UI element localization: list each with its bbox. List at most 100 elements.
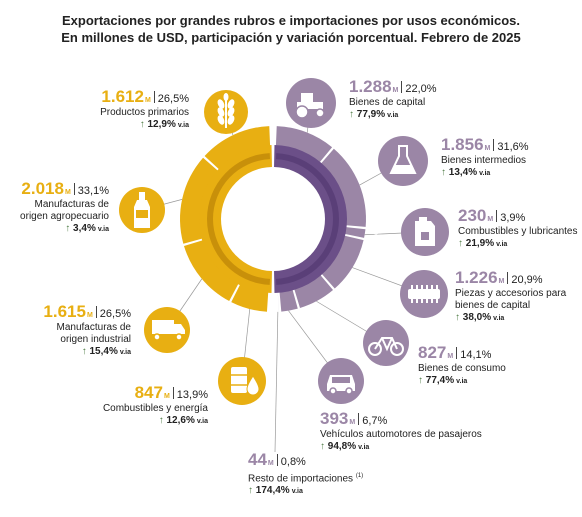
via-mark: v.ia bbox=[387, 112, 399, 119]
value: 2.018 bbox=[21, 179, 64, 198]
unit-mark: M bbox=[498, 278, 505, 285]
import-label-resto: 44M 0,8% Resto de importaciones (1) ↑ 174… bbox=[248, 451, 364, 498]
value: 230 bbox=[458, 206, 487, 225]
barrel-icon bbox=[218, 357, 266, 405]
label-line-1: Manufacturas de bbox=[34, 199, 110, 210]
up-arrow-icon: ↑ bbox=[81, 346, 87, 357]
up-arrow-icon: ↑ bbox=[455, 312, 460, 323]
share: 6,7% bbox=[362, 415, 388, 427]
via-mark: v.ia bbox=[177, 122, 189, 129]
via-mark: v.ia bbox=[196, 418, 208, 425]
share: 33,1% bbox=[77, 185, 109, 197]
imports-band bbox=[274, 145, 347, 293]
footnote-mark: (1) bbox=[355, 473, 364, 479]
via-mark: v.ia bbox=[119, 349, 131, 356]
car-icon bbox=[318, 358, 364, 404]
export-segment-2 bbox=[183, 236, 245, 302]
value: 1.856 bbox=[441, 135, 484, 154]
up-arrow-icon: ↑ bbox=[248, 485, 253, 497]
via-mark: v.ia bbox=[496, 241, 508, 248]
bottle-icon bbox=[119, 187, 165, 233]
label: Resto de importaciones bbox=[248, 473, 354, 485]
import-label-bienes-capital: 1.288M 22,0% Bienes de capital ↑ 77,9% v.i… bbox=[349, 78, 437, 122]
unit-mark: M bbox=[144, 97, 151, 104]
bicycle-icon bbox=[363, 320, 409, 366]
unit-mark: M bbox=[64, 189, 71, 196]
donut-ring bbox=[179, 126, 367, 312]
up-arrow-icon: ↑ bbox=[441, 167, 446, 178]
label: Productos primarios bbox=[100, 107, 189, 118]
value: 827 bbox=[418, 343, 447, 362]
share: 3,9% bbox=[500, 212, 526, 224]
value: 1.288 bbox=[349, 77, 392, 96]
flask-icon bbox=[378, 136, 428, 186]
title-line-2: En millones de USD, participación y vari… bbox=[61, 30, 521, 45]
variation: 15,4% bbox=[89, 346, 118, 357]
unit-mark: M bbox=[484, 145, 491, 152]
export-segment-0 bbox=[204, 126, 271, 179]
share: 26,5% bbox=[99, 308, 131, 320]
variation: 21,9% bbox=[465, 238, 495, 249]
up-arrow-icon: ↑ bbox=[139, 119, 145, 130]
export-label-moa: 2.018M 33,1% Manufacturas de origen agrop… bbox=[20, 180, 110, 236]
value: 1.226 bbox=[455, 268, 498, 287]
truck-icon bbox=[144, 307, 190, 353]
label-line-2: bienes de capital bbox=[455, 300, 531, 311]
value: 1.612 bbox=[101, 87, 144, 106]
chart-title: Exportaciones por grandes rubros e impor… bbox=[0, 12, 582, 46]
share: 14,1% bbox=[460, 349, 492, 361]
title-line-1: Exportaciones por grandes rubros e impor… bbox=[62, 13, 520, 28]
via-mark: v.ia bbox=[493, 315, 505, 322]
up-arrow-icon: ↑ bbox=[158, 415, 164, 426]
up-arrow-icon: ↑ bbox=[320, 441, 325, 452]
label-line-1: Piezas y accesorios para bbox=[455, 288, 567, 299]
unit-mark: M bbox=[163, 393, 170, 400]
variation: 174,4% bbox=[255, 485, 290, 497]
label: Vehículos automotores de pasajeros bbox=[320, 429, 482, 440]
up-arrow-icon: ↑ bbox=[458, 238, 463, 249]
value: 44 bbox=[248, 450, 267, 469]
variation: 3,4% bbox=[73, 223, 96, 234]
unit-mark: M bbox=[267, 460, 274, 467]
import-leader-line bbox=[274, 311, 279, 453]
value: 393 bbox=[320, 409, 349, 428]
via-mark: v.ia bbox=[358, 444, 370, 451]
share: 26,5% bbox=[157, 93, 189, 105]
up-arrow-icon: ↑ bbox=[418, 375, 423, 386]
via-mark: v.ia bbox=[456, 378, 468, 385]
value: 847 bbox=[134, 383, 163, 402]
tractor-icon bbox=[286, 78, 336, 128]
share: 22,0% bbox=[405, 83, 437, 95]
unit-mark: M bbox=[392, 87, 399, 94]
export-label-productos-primarios: 1.612M 26,5% Productos primarios ↑ 12,9% v… bbox=[100, 88, 189, 132]
via-mark: v.ia bbox=[97, 226, 109, 233]
label-line-2: origen industrial bbox=[60, 334, 131, 345]
imports-ring-label: IMPORTACIONES bbox=[366, 187, 380, 251]
gear-part-icon bbox=[400, 270, 448, 318]
import-label-vehiculos: 393M 6,7% Vehículos automotores de pasaje… bbox=[320, 410, 482, 454]
variation: 77,4% bbox=[425, 375, 455, 386]
label-line-1: Manufacturas de bbox=[56, 322, 132, 333]
variation: 12,6% bbox=[166, 415, 195, 426]
import-label-combustibles-lubricantes: 230M 3,9% Combustibles y lubricantes ↑ 21… bbox=[458, 207, 578, 251]
imports-band-shade bbox=[275, 153, 339, 285]
import-label-piezas: 1.226M 20,9% Piezas y accesorios para bie… bbox=[455, 269, 567, 325]
exports-band-shade bbox=[207, 153, 271, 285]
share: 0,8% bbox=[280, 456, 306, 468]
unit-mark: M bbox=[447, 353, 454, 360]
wheat-icon bbox=[204, 90, 248, 134]
variation: 77,9% bbox=[356, 109, 386, 120]
up-arrow-icon: ↑ bbox=[65, 223, 71, 234]
variation: 13,4% bbox=[448, 167, 478, 178]
label: Combustibles y energía bbox=[102, 403, 208, 414]
via-mark: v.ia bbox=[479, 170, 491, 177]
value: 1.615 bbox=[43, 302, 86, 321]
jerrycan-icon bbox=[401, 208, 449, 256]
label: Combustibles y lubricantes bbox=[458, 226, 578, 237]
export-label-combustibles: 847M 13,9% Combustibles y energía ↑ 12,6%… bbox=[102, 384, 208, 428]
label: Bienes intermedios bbox=[441, 155, 527, 166]
import-label-bienes-intermedios: 1.856M 31,6% Bienes intermedios ↑ 13,4% v.… bbox=[441, 136, 529, 180]
label: Bienes de consumo bbox=[418, 363, 506, 374]
variation: 94,8% bbox=[327, 441, 357, 452]
